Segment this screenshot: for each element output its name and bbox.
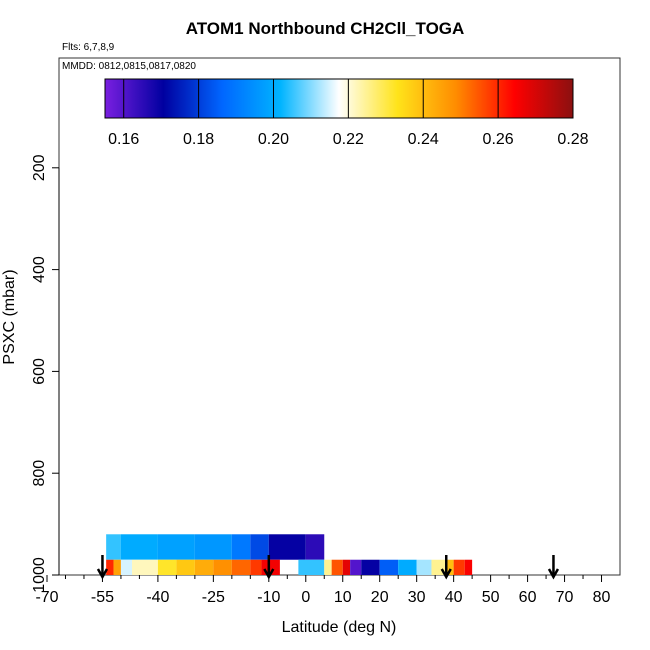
x-tick-label: -10 — [257, 589, 280, 606]
x-tick-label: 20 — [371, 589, 389, 606]
x-tick-label: 0 — [301, 589, 310, 606]
y-tick-label: 800 — [31, 460, 48, 487]
x-tick-label: -70 — [35, 589, 58, 606]
data-cell — [342, 559, 351, 575]
x-tick-label: 50 — [482, 589, 500, 606]
arrow-marker — [547, 555, 560, 580]
data-bands — [106, 534, 473, 575]
data-cell — [157, 534, 195, 560]
data-cell — [250, 559, 262, 575]
colorbar-gradient — [104, 78, 574, 119]
data-cell — [298, 559, 325, 575]
x-tick-label: -40 — [146, 589, 169, 606]
data-cell — [250, 534, 269, 560]
y-tick-label: 400 — [31, 256, 48, 283]
data-cell — [231, 534, 251, 560]
flights-subtitle: Flts: 6,7,8,9 — [62, 42, 115, 53]
x-axis-label: Latitude (deg N) — [282, 619, 397, 636]
data-cell — [194, 534, 232, 560]
y-tick-label: 200 — [31, 154, 48, 181]
data-cell — [350, 559, 362, 575]
y-tick-label: 600 — [31, 358, 48, 385]
x-tick-label: 60 — [519, 589, 537, 606]
x-tick-label: -25 — [202, 589, 225, 606]
data-cell — [106, 559, 114, 575]
data-cell — [305, 534, 325, 560]
x-tick-label: 80 — [593, 589, 611, 606]
colorbar-tick-label: 0.18 — [183, 131, 214, 148]
chart-title: ATOM1 Northbound CH2Cll_TOGA — [185, 19, 465, 38]
y-tick-label: 1000 — [31, 557, 48, 593]
data-cell — [331, 559, 343, 575]
dates-subtitle: MMDD: 0812,0815,0817,0820 — [62, 61, 196, 72]
y-axis-label: PSXC (mbar) — [1, 269, 18, 364]
data-cell — [231, 559, 251, 575]
data-cell — [213, 559, 232, 575]
x-tick-label: -55 — [91, 589, 114, 606]
data-cell — [379, 559, 399, 575]
colorbar-tick-label: 0.24 — [408, 131, 439, 148]
colorbar-tick-label: 0.20 — [258, 131, 289, 148]
data-cell — [113, 559, 121, 575]
data-cell — [446, 559, 454, 575]
arrow-marker — [440, 555, 452, 580]
data-cell — [132, 559, 158, 575]
x-tick-label: 30 — [408, 589, 426, 606]
colorbar: 0.16 0.18 0.20 0.22 0.24 0.26 0.28 — [104, 78, 589, 148]
colorbar-tick-label: 0.28 — [557, 131, 588, 148]
data-cell — [398, 559, 417, 575]
data-cell — [453, 559, 465, 575]
arrow-marker — [96, 555, 109, 580]
data-cell — [464, 559, 473, 575]
y-axis: 200 400 600 800 1000 — [31, 154, 60, 593]
data-cell — [106, 534, 121, 560]
data-cell — [194, 559, 214, 575]
flight-markers — [96, 555, 560, 580]
data-cell — [120, 534, 158, 560]
data-cell — [176, 559, 195, 575]
x-tick-label: 70 — [556, 589, 574, 606]
data-cell — [416, 559, 432, 575]
data-cell — [120, 559, 133, 575]
x-axis: -70 -55 -40 -25 -10 0 10 20 30 40 50 60 70 80 — [35, 575, 611, 606]
colorbar-tick-label: 0.16 — [108, 131, 139, 148]
data-cell — [157, 559, 177, 575]
data-cell — [361, 559, 380, 575]
x-tick-label: 40 — [445, 589, 463, 606]
colorbar-tick-label: 0.22 — [333, 131, 364, 148]
data-cell — [268, 534, 306, 560]
x-tick-label: 10 — [334, 589, 352, 606]
colorbar-tick-label: 0.26 — [483, 131, 514, 148]
data-cell — [324, 559, 332, 575]
